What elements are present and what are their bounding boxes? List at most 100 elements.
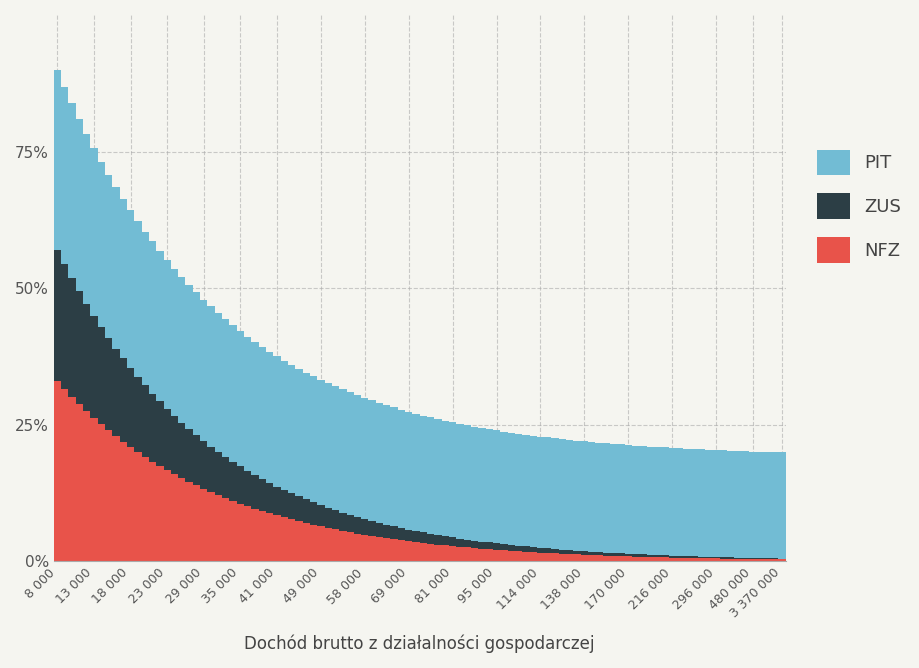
Bar: [441, 545, 448, 562]
Bar: [683, 449, 690, 556]
Bar: [573, 550, 580, 554]
Bar: [448, 538, 456, 546]
Bar: [748, 558, 755, 559]
Bar: [134, 452, 142, 562]
Bar: [382, 538, 390, 562]
Bar: [266, 513, 273, 562]
Bar: [777, 560, 785, 562]
Bar: [288, 493, 295, 519]
Bar: [127, 368, 134, 447]
Bar: [631, 556, 639, 562]
Bar: [463, 547, 471, 562]
Bar: [295, 496, 302, 521]
Bar: [221, 319, 229, 457]
Bar: [186, 285, 193, 429]
Bar: [419, 532, 426, 543]
Bar: [661, 557, 668, 562]
Bar: [149, 241, 156, 393]
Bar: [434, 419, 441, 535]
Bar: [97, 424, 105, 562]
Bar: [500, 544, 507, 550]
Bar: [295, 521, 302, 562]
Bar: [317, 505, 324, 526]
Bar: [653, 555, 661, 557]
Bar: [755, 558, 763, 559]
Bar: [646, 446, 653, 554]
Bar: [543, 553, 550, 562]
Bar: [317, 380, 324, 505]
Bar: [733, 559, 741, 562]
Bar: [214, 313, 221, 452]
Bar: [288, 519, 295, 562]
Bar: [83, 134, 90, 304]
Bar: [382, 524, 390, 538]
Bar: [75, 119, 83, 291]
Legend: PIT, ZUS, NFZ: PIT, ZUS, NFZ: [810, 143, 907, 270]
Bar: [390, 407, 397, 526]
Bar: [558, 439, 565, 550]
Bar: [339, 389, 346, 512]
Bar: [675, 448, 683, 556]
Bar: [763, 559, 770, 562]
Bar: [434, 535, 441, 544]
Bar: [171, 474, 178, 562]
Bar: [522, 435, 529, 546]
Bar: [61, 87, 68, 265]
Bar: [507, 433, 515, 545]
Bar: [587, 552, 595, 555]
Bar: [719, 450, 726, 557]
Bar: [332, 510, 339, 530]
Bar: [595, 555, 602, 562]
Bar: [288, 365, 295, 493]
Bar: [361, 398, 369, 519]
Bar: [90, 148, 97, 316]
Bar: [609, 553, 617, 556]
Bar: [426, 418, 434, 534]
Bar: [339, 512, 346, 531]
Bar: [332, 386, 339, 510]
Bar: [178, 277, 186, 423]
Bar: [375, 403, 382, 523]
Bar: [134, 377, 142, 452]
Bar: [251, 508, 258, 562]
Bar: [186, 482, 193, 562]
Bar: [441, 536, 448, 545]
Bar: [324, 528, 332, 562]
Bar: [675, 556, 683, 558]
Bar: [463, 426, 471, 540]
Bar: [164, 409, 171, 470]
Bar: [127, 447, 134, 562]
Bar: [236, 331, 244, 466]
Bar: [346, 515, 354, 532]
Bar: [200, 489, 207, 562]
Bar: [537, 552, 543, 562]
Bar: [624, 445, 631, 554]
Bar: [302, 500, 310, 523]
Bar: [251, 342, 258, 475]
Bar: [741, 559, 748, 562]
Bar: [258, 347, 266, 479]
Bar: [661, 555, 668, 557]
Bar: [755, 452, 763, 558]
Bar: [266, 483, 273, 513]
Bar: [90, 316, 97, 418]
Bar: [295, 369, 302, 496]
Bar: [646, 557, 653, 562]
Bar: [83, 304, 90, 411]
Bar: [617, 553, 624, 556]
Bar: [478, 542, 485, 548]
Bar: [149, 393, 156, 462]
Bar: [397, 409, 404, 528]
Bar: [53, 250, 61, 381]
Bar: [97, 327, 105, 424]
Bar: [280, 490, 288, 518]
Bar: [419, 543, 426, 562]
Bar: [733, 451, 741, 558]
Bar: [690, 449, 698, 556]
Bar: [493, 543, 500, 550]
Bar: [515, 434, 522, 546]
Bar: [164, 470, 171, 562]
Bar: [369, 521, 375, 536]
Bar: [755, 559, 763, 562]
Bar: [412, 531, 419, 542]
